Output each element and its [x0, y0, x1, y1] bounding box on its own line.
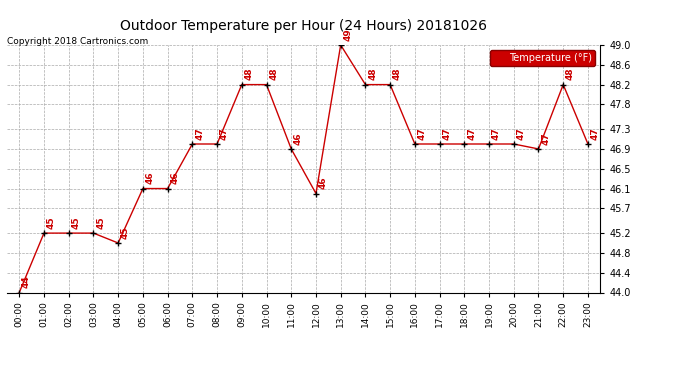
Text: 47: 47 [541, 132, 550, 145]
Text: 46: 46 [319, 177, 328, 189]
Text: 46: 46 [146, 172, 155, 184]
Text: 44: 44 [22, 276, 31, 288]
Text: 46: 46 [294, 132, 303, 145]
Text: 47: 47 [492, 127, 501, 140]
Text: Copyright 2018 Cartronics.com: Copyright 2018 Cartronics.com [7, 38, 148, 46]
Text: 48: 48 [393, 68, 402, 80]
Text: 48: 48 [269, 68, 278, 80]
Text: 48: 48 [368, 68, 377, 80]
Text: 46: 46 [170, 172, 179, 184]
Text: 48: 48 [566, 68, 575, 80]
Text: 45: 45 [72, 216, 81, 229]
Text: 47: 47 [195, 127, 204, 140]
Text: 45: 45 [47, 216, 56, 229]
Text: 48: 48 [244, 68, 253, 80]
Text: 47: 47 [591, 127, 600, 140]
Text: 47: 47 [517, 127, 526, 140]
Text: 47: 47 [417, 127, 426, 140]
Text: 45: 45 [121, 226, 130, 239]
Legend: Temperature (°F): Temperature (°F) [490, 50, 595, 66]
Text: 47: 47 [220, 127, 229, 140]
Text: 49: 49 [344, 28, 353, 41]
Text: 47: 47 [467, 127, 476, 140]
Text: 45: 45 [96, 216, 105, 229]
Text: Outdoor Temperature per Hour (24 Hours) 20181026: Outdoor Temperature per Hour (24 Hours) … [120, 19, 487, 33]
Text: 47: 47 [442, 127, 451, 140]
